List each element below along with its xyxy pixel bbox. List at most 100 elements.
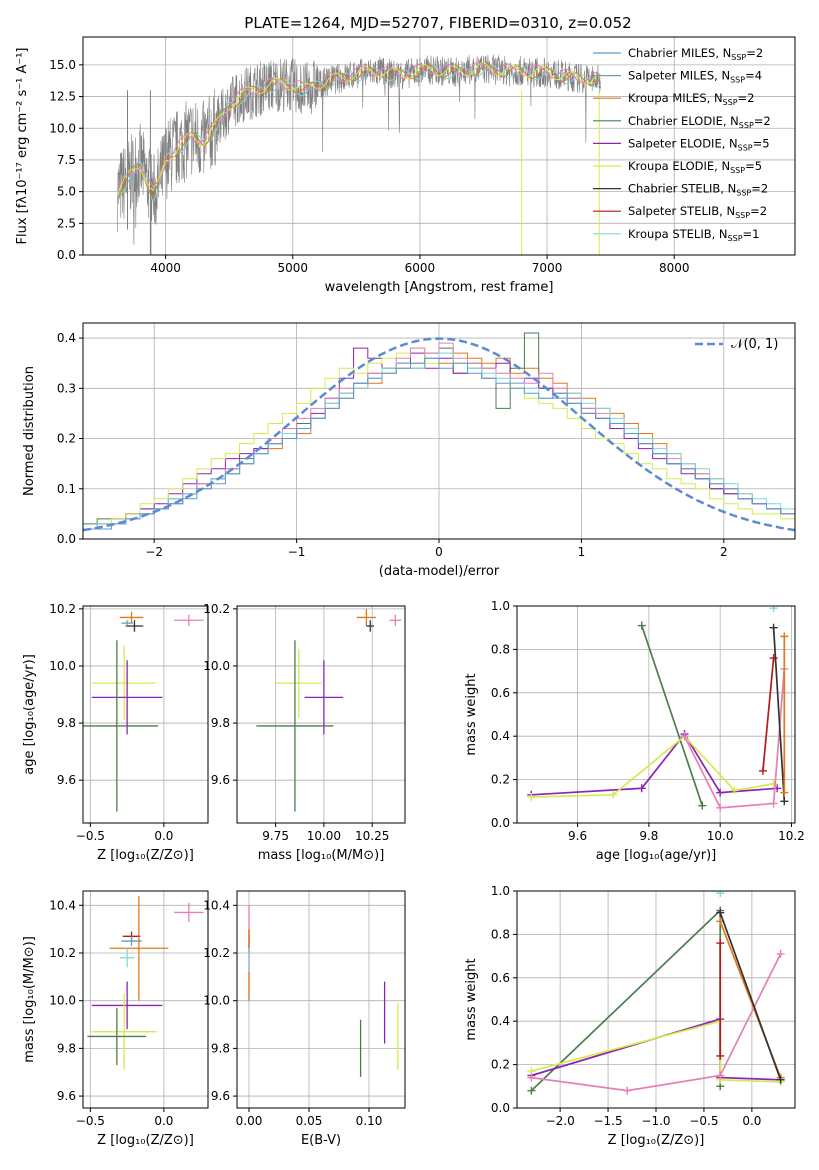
legend-label-text: Salpeter STELIB, N xyxy=(628,204,735,218)
legend-label-text: Salpeter ELODIE, N xyxy=(628,136,738,150)
x-tick-label: 8000 xyxy=(659,261,690,275)
mass-weight-marker xyxy=(730,786,739,795)
errorbar-point xyxy=(91,660,163,735)
errorbar-point xyxy=(87,1007,147,1066)
y-tick-label: 0.2 xyxy=(491,1058,510,1072)
y-tick-label: 0.0 xyxy=(491,1101,510,1115)
x-axis-label: mass [log₁₀(M/M⊙)] xyxy=(258,848,385,863)
legend-label-tail: =2 xyxy=(738,91,755,105)
x-axis-label: (data-model)/error xyxy=(379,564,500,579)
legend-label-sub: SSP xyxy=(730,76,745,85)
x-axis-label: wavelength [Angstrom, rest frame] xyxy=(325,280,554,295)
axes-residual_hist: −2 −1 0 1 2 0.0 0.1 0.2 0.3 0.4 (data-model)/error… xyxy=(22,322,796,579)
legend-label-tail: =2 xyxy=(751,182,768,196)
x-tick-label: 6000 xyxy=(405,261,436,275)
x-tick-label: 0.00 xyxy=(236,1114,263,1128)
y-tick-label: 0.0 xyxy=(57,532,76,546)
plot-area xyxy=(83,611,204,812)
mass-weight-marker xyxy=(769,799,778,808)
x-tick-label: 9.8 xyxy=(639,829,658,843)
y-tick-label: 0.8 xyxy=(491,642,510,656)
mass-weight-marker xyxy=(716,908,725,917)
errorbar-point xyxy=(356,608,377,626)
axes-frame xyxy=(516,890,796,1109)
axes-frame xyxy=(236,605,406,824)
legend-label-sub: SSP xyxy=(738,143,753,152)
mass-weight-series-line xyxy=(531,735,774,798)
y-tick-label: 0.3 xyxy=(57,381,76,395)
x-tick-label: 0.0 xyxy=(154,829,173,843)
x-axis-label: age [log₁₀(age/yr)] xyxy=(596,848,717,863)
legend-label-sub: SSP xyxy=(739,121,754,130)
x-tick-label: 10.00 xyxy=(307,829,341,843)
axes-age_vs_mass: 9.75 10.00 10.25 9.6 9.8 10.0 10.2 mass [log₁₀(… xyxy=(203,602,406,863)
legend-label: Salpeter STELIB, NSSP=2 xyxy=(628,204,767,220)
legend-label-tail: =5 xyxy=(753,136,770,150)
errorbar-point xyxy=(174,614,204,626)
mass-weight-series-line xyxy=(772,627,786,802)
mass-weight-marker xyxy=(780,797,789,806)
y-tick-label: 9.8 xyxy=(57,716,76,730)
x-tick-label: 4000 xyxy=(150,261,181,275)
legend-label-tail: =2 xyxy=(750,204,767,218)
errorbar-point xyxy=(366,620,375,632)
x-tick-label: 10.0 xyxy=(707,829,734,843)
y-axis-label: Normed distribution xyxy=(22,366,37,496)
mass-weight-marker xyxy=(769,779,778,788)
y-tick-label: 0.6 xyxy=(491,971,510,985)
histogram-series-line xyxy=(83,357,795,530)
mass-weight-series-line xyxy=(640,625,704,806)
legend-label: Salpeter MILES, NSSP=4 xyxy=(628,69,762,85)
plot-area xyxy=(527,606,789,812)
y-axis-label: mass [log₁₀(M/M⊙)] xyxy=(22,936,37,1063)
y-tick-label: 1.0 xyxy=(491,599,510,613)
mass-weight-marker xyxy=(776,1075,785,1084)
legend-label-tail: =5 xyxy=(745,159,762,173)
y-axis-label: mass weight xyxy=(464,958,479,1040)
axes-mass_vs_Z: −0.5 0.0 9.6 9.8 10.0 10.2 10.4 Z [log₁₀(Z/Z⊙)]… xyxy=(22,890,209,1148)
x-tick-label: 2 xyxy=(720,545,728,559)
spectrum-model-line xyxy=(116,61,601,189)
legend-label: Chabrier STELIB, NSSP=2 xyxy=(628,182,768,198)
x-tick-label: 10.2 xyxy=(778,829,805,843)
plot-area xyxy=(87,895,204,1070)
errorbar-point xyxy=(91,645,157,721)
x-tick-label: 1 xyxy=(578,545,586,559)
y-tick-label: 12.5 xyxy=(49,90,76,104)
spectrum-model-line xyxy=(116,62,601,195)
y-tick-label: 9.8 xyxy=(211,716,230,730)
mass-weight-marker xyxy=(698,801,707,810)
x-tick-label: −1.5 xyxy=(593,1114,622,1128)
x-tick-label: 9.6 xyxy=(568,829,587,843)
x-tick-label: 0.10 xyxy=(356,1114,383,1128)
errorbar-point xyxy=(91,993,157,1070)
mass-weight-marker xyxy=(780,632,789,641)
legend-label-sub: SSP xyxy=(730,166,745,175)
y-tick-label: 9.6 xyxy=(211,1089,230,1103)
y-axis-label: Flux [fλ10⁻¹⁷ erg cm⁻² s⁻¹ A⁻¹] xyxy=(15,48,30,245)
axes-frame xyxy=(82,36,796,256)
errorbar-point xyxy=(389,614,402,626)
errorbar-point xyxy=(125,620,144,632)
y-tick-label: 10.0 xyxy=(49,659,76,673)
y-tick-label: 10.0 xyxy=(203,659,230,673)
x-tick-label: 0 xyxy=(435,545,443,559)
axes-frame xyxy=(82,890,209,1109)
x-tick-label: 0.05 xyxy=(296,1114,323,1128)
x-tick-label: 9.75 xyxy=(262,829,289,843)
x-tick-label: −0.5 xyxy=(76,1114,105,1128)
legend-label-text: Chabrier ELODIE, N xyxy=(628,114,739,128)
x-tick-label: −2 xyxy=(145,545,163,559)
axes-frame xyxy=(236,890,406,1109)
x-tick-label: −2.0 xyxy=(546,1114,575,1128)
mass-weight-marker xyxy=(716,788,725,797)
y-tick-label: 0.1 xyxy=(57,482,76,496)
legend-label: Chabrier MILES, NSSP=2 xyxy=(628,46,763,62)
y-tick-label: 0.4 xyxy=(491,1014,510,1028)
legend-label-text: Kroupa STELIB, N xyxy=(628,227,728,241)
mass-weight-marker xyxy=(716,939,725,948)
x-tick-label: −0.5 xyxy=(76,829,105,843)
mass-weight-marker xyxy=(716,1071,725,1080)
legend-label-text: Chabrier STELIB, N xyxy=(628,182,736,196)
